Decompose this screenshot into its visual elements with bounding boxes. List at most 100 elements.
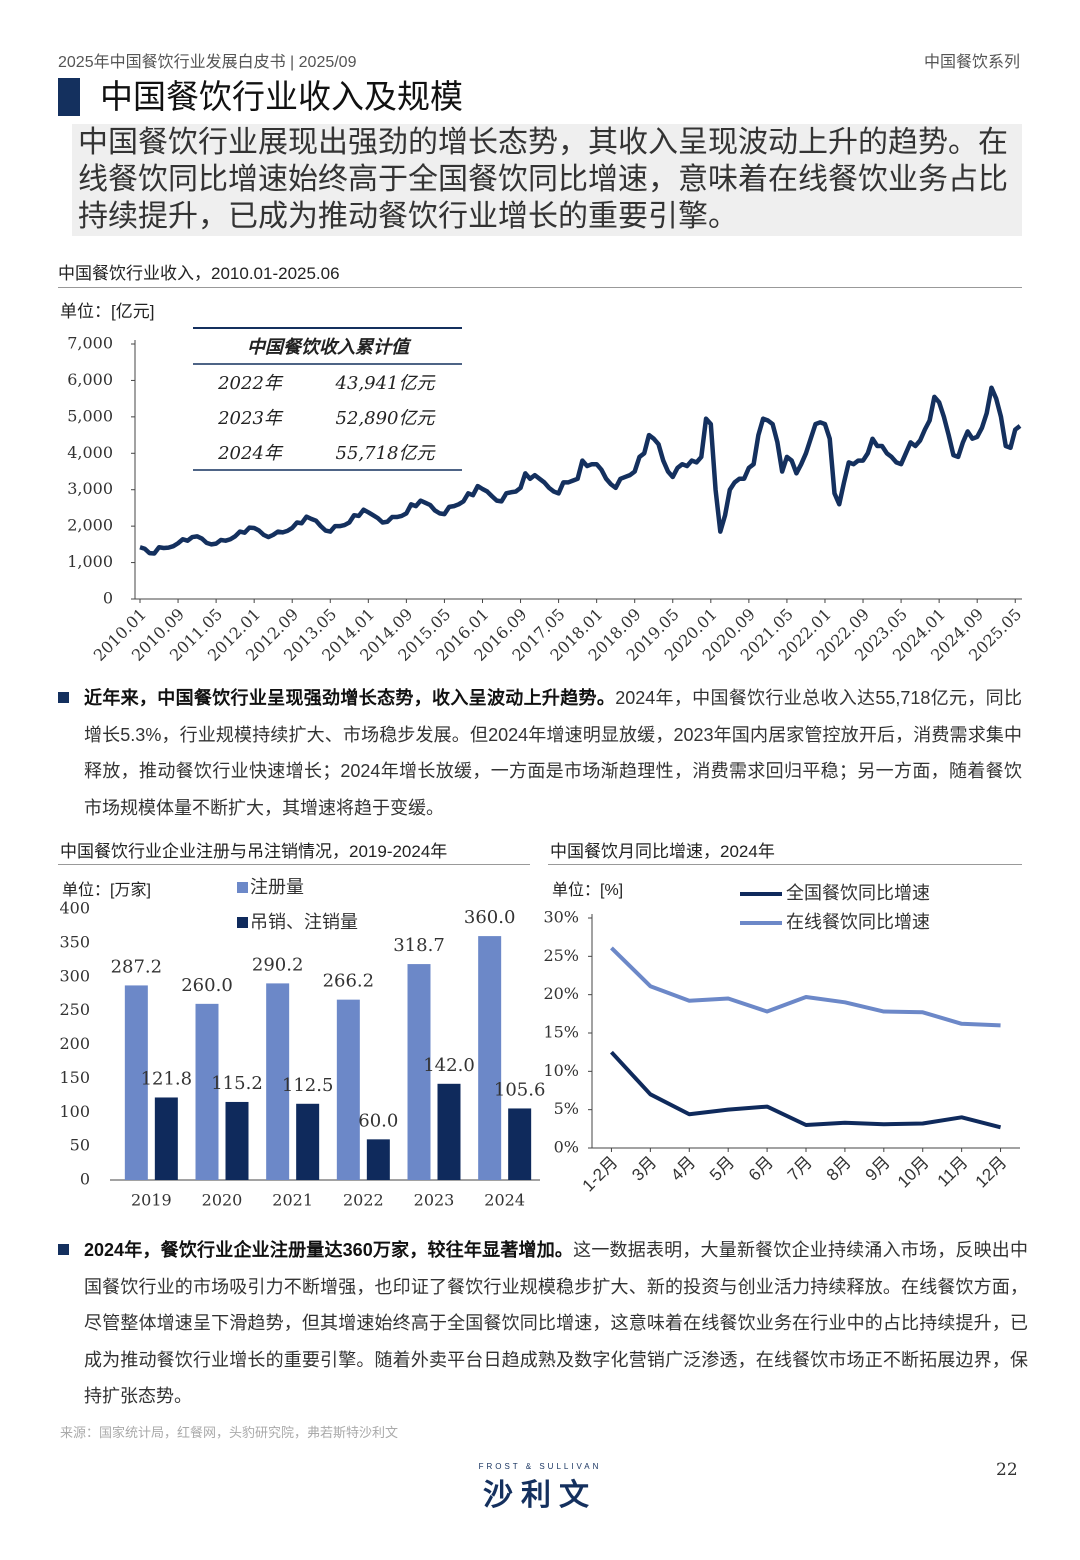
x-tick-label: 3月 — [628, 1153, 660, 1185]
legend-swatch — [237, 917, 248, 928]
value-label: 60.0 — [358, 1110, 398, 1131]
value-label: 266.2 — [323, 971, 375, 992]
y-tick-label: 1,000 — [67, 552, 113, 571]
legend-label: 在线餐饮同比增速 — [786, 912, 930, 932]
y-tick-label: 100 — [59, 1102, 90, 1121]
x-tick-label: 6月 — [745, 1153, 777, 1185]
table-cell: 43,941亿元 — [335, 373, 437, 394]
y-tick-label: 25% — [543, 946, 579, 965]
header-right: 中国餐饮系列 — [923, 54, 1020, 71]
bar — [266, 983, 290, 1180]
title-rule — [548, 864, 1022, 865]
y-tick-label: 7,000 — [67, 334, 113, 353]
x-tick-label: 2022 — [343, 1191, 384, 1210]
x-tick-label: 7月 — [784, 1153, 816, 1185]
section-marker — [58, 78, 80, 116]
unit-label: 单位：[万家] — [62, 882, 151, 899]
value-label: 105.6 — [494, 1079, 546, 1100]
chart-title: 中国餐饮行业收入，2010.01-2025.06 — [58, 264, 340, 283]
value-label: 142.0 — [423, 1055, 475, 1076]
logo: 沙利文 — [483, 1479, 597, 1512]
value-label: 260.0 — [181, 975, 233, 996]
line — [610, 946, 1001, 1028]
legend-label: 注册量 — [250, 877, 304, 897]
paragraph-lead: 2024年，餐饮行业企业注册量达360万家，较往年显著增加。 — [84, 1240, 574, 1260]
summary: 中国餐饮行业展现出强劲的增长态势，其收入呈现波动上升的趋势。在线餐饮同比增速始终… — [72, 124, 1022, 236]
y-tick-label: 0 — [80, 1170, 90, 1189]
bullet — [58, 692, 69, 703]
y-tick-label: 6,000 — [67, 370, 113, 389]
table-cell: 2024年 — [217, 443, 284, 464]
table-cell: 52,890亿元 — [336, 408, 437, 429]
value-label: 115.2 — [211, 1073, 263, 1094]
title-rule — [58, 287, 1022, 288]
y-tick-label: 3,000 — [67, 479, 113, 498]
table-cell: 2023年 — [217, 408, 284, 429]
bar — [195, 1003, 219, 1180]
bar — [296, 1103, 320, 1180]
x-tick-label: 9月 — [862, 1153, 894, 1185]
x-tick-label: 2020 — [202, 1191, 243, 1210]
x-tick-label: 4月 — [667, 1153, 699, 1185]
table-title: 中国餐饮收入累计值 — [247, 337, 412, 357]
y-tick-label: 30% — [543, 908, 579, 927]
bar — [407, 964, 431, 1180]
value-label: 112.5 — [282, 1075, 334, 1096]
x-tick-label: 2021 — [272, 1191, 313, 1210]
value-label: 121.8 — [141, 1068, 193, 1089]
y-tick-label: 5% — [554, 1099, 579, 1118]
y-tick-label: 4,000 — [67, 443, 113, 462]
line — [609, 1050, 1002, 1130]
y-tick-label: 150 — [59, 1068, 90, 1087]
bar — [478, 936, 502, 1180]
y-tick-label: 350 — [59, 932, 90, 951]
y-tick-label: 200 — [59, 1034, 90, 1053]
legend-label: 全国餐饮同比增速 — [786, 883, 930, 903]
chart-title: 中国餐饮月同比增速，2024年 — [550, 842, 775, 861]
bar — [437, 1083, 461, 1180]
y-tick-label: 50 — [70, 1136, 90, 1155]
legend-swatch — [237, 882, 248, 893]
value-label: 318.7 — [393, 935, 445, 956]
x-tick-label: 2019 — [131, 1191, 172, 1210]
paragraph-text: 2024年，中国餐饮行业总收入达55,718亿元，同比增长5.3%，行业规模持续… — [84, 688, 1022, 818]
y-tick-label: 15% — [543, 1023, 579, 1042]
bar — [366, 1139, 390, 1180]
bar — [508, 1108, 532, 1180]
chart-title: 中国餐饮行业企业注册与吊注销情况，2019-2024年 — [60, 842, 448, 861]
table-cell: 2022年 — [217, 373, 284, 394]
y-tick-label: 300 — [59, 966, 90, 985]
logo-caption: FROST & SULLIVAN — [478, 1462, 602, 1471]
legend-label: 吊销、注销量 — [250, 912, 358, 932]
y-tick-label: 400 — [59, 899, 90, 918]
value-label: 290.2 — [252, 954, 304, 975]
bar — [225, 1101, 249, 1180]
y-tick-label: 20% — [543, 984, 579, 1003]
table-cell: 55,718亿元 — [336, 443, 437, 464]
page-number: 22 — [996, 1460, 1018, 1480]
x-tick-label: 12月 — [972, 1153, 1011, 1192]
revenue-table: 中国餐饮收入累计值 2022年 43,941亿元 2023年 52,890亿元 … — [193, 327, 462, 471]
bar — [124, 985, 148, 1180]
y-tick-label: 10% — [543, 1061, 579, 1080]
x-tick-label: 1-2月 — [579, 1153, 622, 1196]
section-title: 中国餐饮行业收入及规模 — [100, 78, 463, 115]
line — [139, 385, 1022, 556]
bullet — [58, 1244, 69, 1255]
y-tick-label: 5,000 — [67, 406, 113, 425]
paragraph-lead: 近年来，中国餐饮行业呈现强劲增长态势，收入呈波动上升趋势。 — [84, 688, 616, 708]
paragraph: 近年来，中国餐饮行业呈现强劲增长态势，收入呈波动上升趋势。2024年，中国餐饮行… — [84, 680, 1022, 826]
title-rule — [58, 864, 530, 865]
source-note: 来源：国家统计局，红餐网，头豹研究院，弗若斯特沙利文 — [60, 1425, 399, 1440]
paragraph: 2024年，餐饮行业企业注册量达360万家，较往年显著增加。这一数据表明，大量新… — [84, 1232, 1028, 1415]
x-tick-label: 2024 — [484, 1191, 525, 1210]
y-tick-label: 2,000 — [67, 516, 113, 535]
x-tick-label: 5月 — [706, 1153, 738, 1185]
y-tick-label: 0 — [103, 589, 113, 608]
x-tick-label: 11月 — [934, 1153, 972, 1191]
y-tick-label: 250 — [59, 1000, 90, 1019]
bar — [336, 999, 360, 1180]
